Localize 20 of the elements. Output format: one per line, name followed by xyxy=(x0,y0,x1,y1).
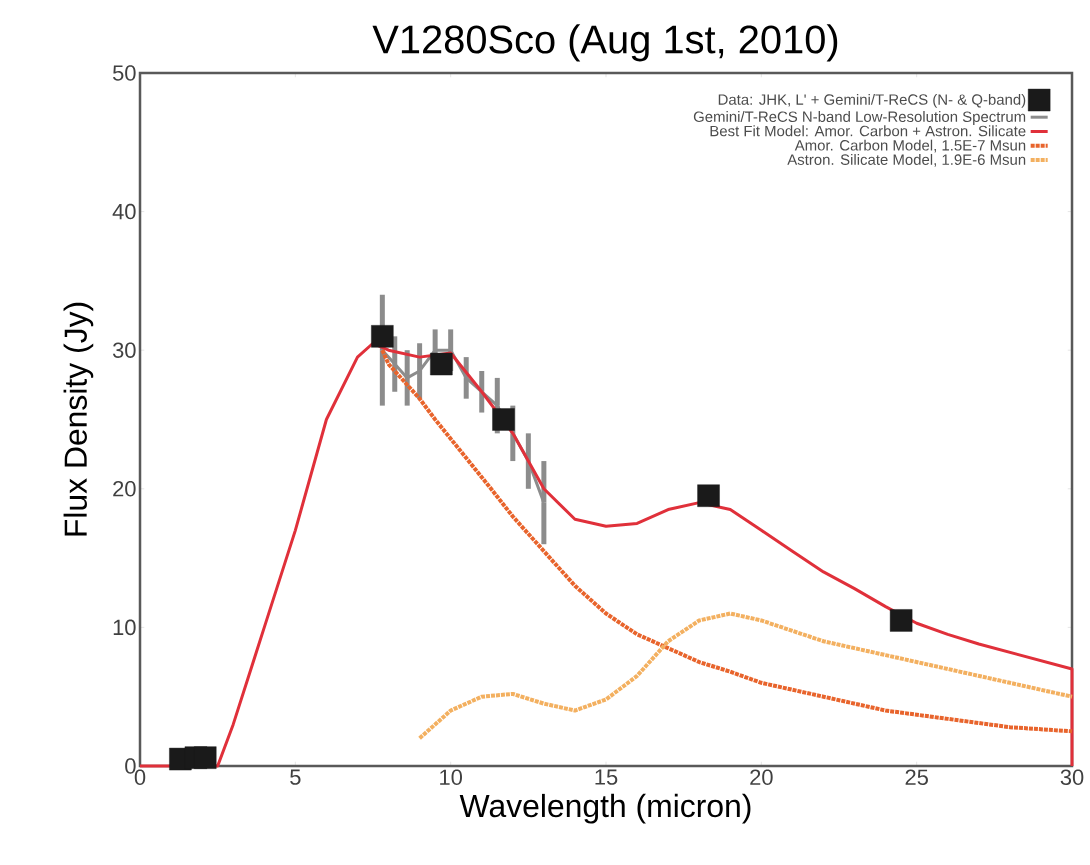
y-tick-label: 10 xyxy=(113,619,136,636)
y-tick-label: 50 xyxy=(112,65,136,81)
y-tick-label: 20 xyxy=(113,481,136,497)
x-tick-label: 20 xyxy=(750,769,773,786)
legend-label: Amor. Carbon Model, 1.5E-7 Msun xyxy=(794,139,1026,153)
x-axis-title: Wavelength (micron) xyxy=(459,793,751,824)
x-tick-label: 25 xyxy=(905,769,928,786)
chart-title: V1280Sco (Aug 1st, 2010) xyxy=(372,24,838,62)
y-tick-label: 40 xyxy=(112,203,136,220)
y-axis-title: Flux Density (Jy) xyxy=(63,302,94,536)
x-tick-label: 5 xyxy=(290,769,301,785)
y-tick-label: 30 xyxy=(112,342,136,358)
legend-label: Gemini/T-ReCS N-band Low-Resolution Spectrum xyxy=(693,111,1026,125)
x-tick-label: 30 xyxy=(1060,769,1084,786)
x-tick-label: 15 xyxy=(595,769,618,785)
legend-label: Data: JHK, L' + Gemini/T-ReCS (N- & Q-band) xyxy=(718,93,1026,108)
legend-label: Astron. Silicate Model, 1.9E-6 Msun xyxy=(787,153,1026,167)
legend-label: Best Fit Model: Amor. Carbon + Astron. Silicate xyxy=(710,125,1026,137)
x-tick-label: 10 xyxy=(440,769,462,786)
y-tick-label: 0 xyxy=(125,758,136,774)
